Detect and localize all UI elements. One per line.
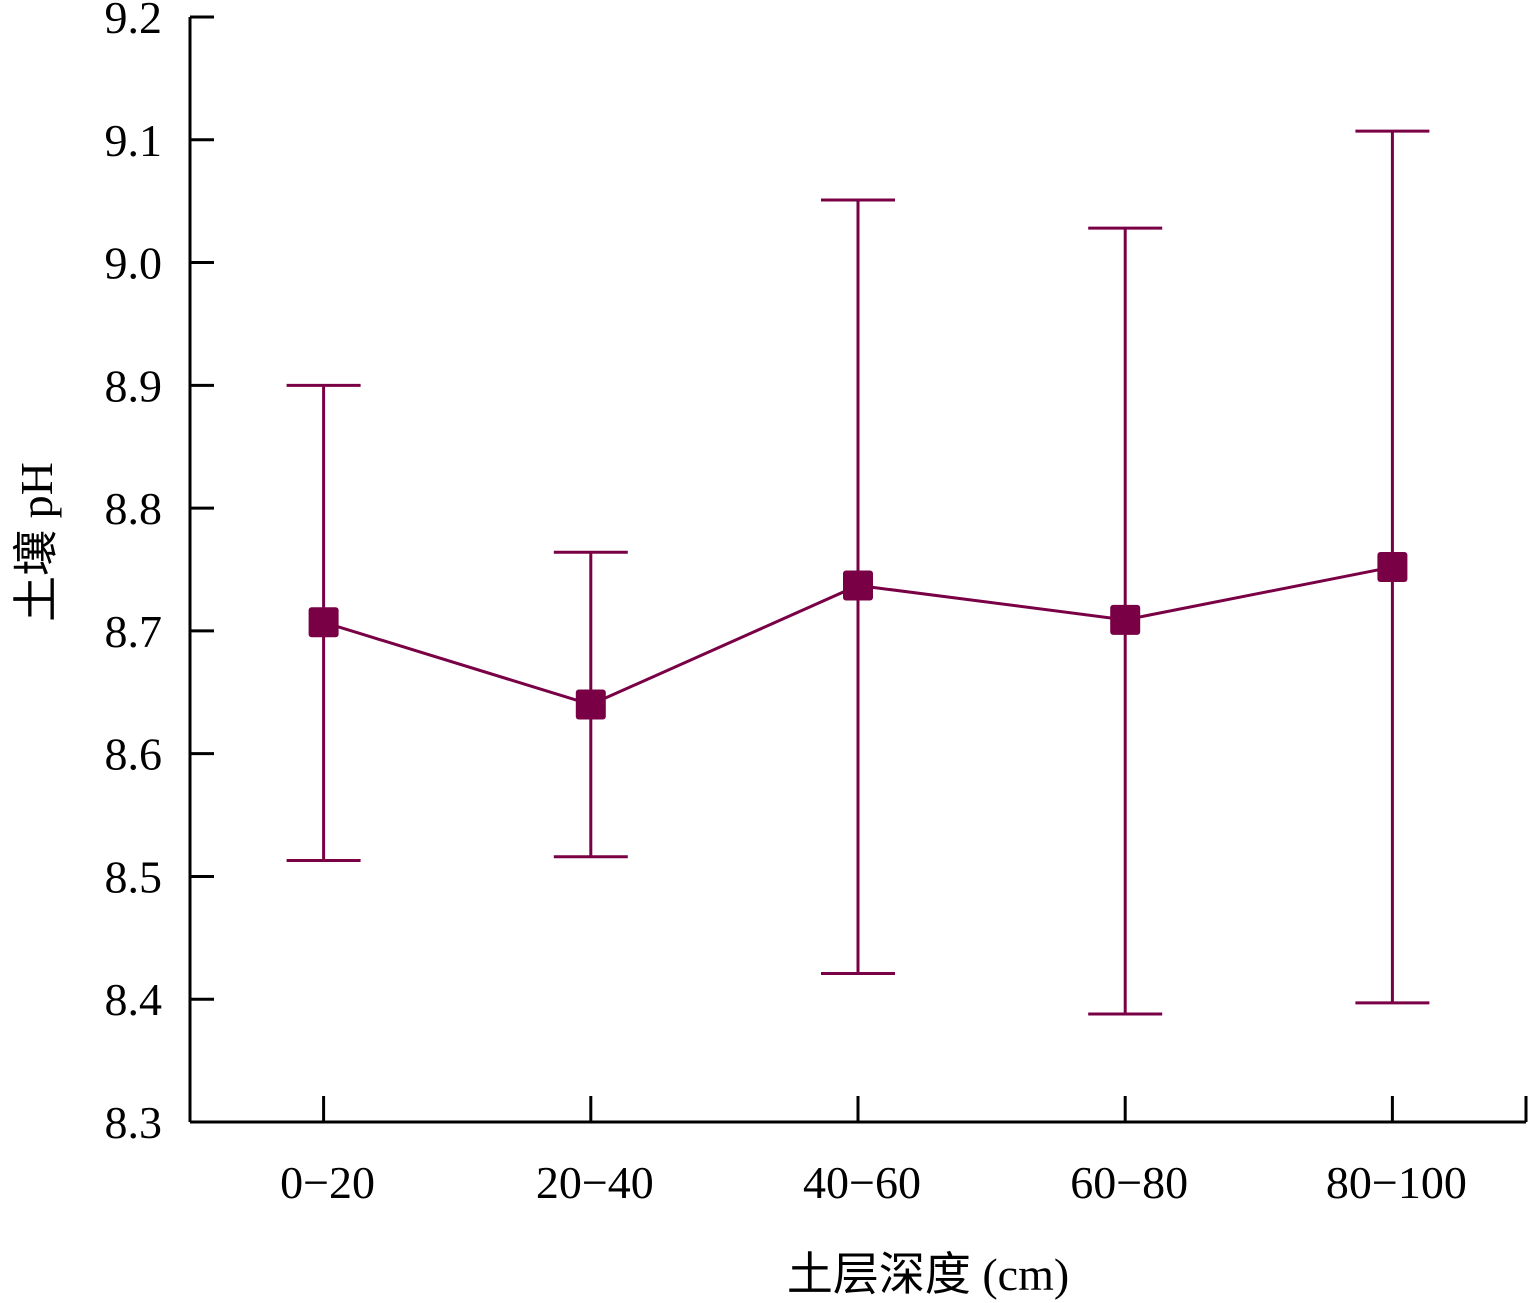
x-tick-label: 60−80 — [1070, 1157, 1188, 1208]
y-tick-label: 9.1 — [105, 115, 163, 166]
y-tick-label: 8.6 — [105, 729, 163, 780]
y-tick-label: 8.7 — [105, 606, 163, 657]
data-point — [1110, 604, 1141, 635]
y-tick-label: 9.2 — [105, 0, 163, 43]
data-point — [1377, 552, 1408, 583]
y-tick-label: 8.5 — [105, 851, 163, 902]
x-tick-label: 80−100 — [1326, 1157, 1467, 1208]
y-tick-label: 8.9 — [105, 360, 163, 411]
data-point — [843, 570, 873, 601]
axes — [188, 15, 1528, 1124]
data-point — [575, 689, 606, 720]
series-line — [308, 552, 1408, 720]
x-tick-label: 40−60 — [803, 1157, 921, 1208]
y-tick-label: 9.0 — [105, 238, 163, 289]
x-tick-label: 20−40 — [536, 1157, 654, 1208]
y-axis-title: 土壤 pH — [11, 462, 62, 622]
x-tick-label: 0−20 — [280, 1157, 375, 1208]
tick-labels: 8.3 8.4 8.5 8.6 8.7 8.8 8.9 9.0 9.1 9.2 0−20 20−40 4… — [105, 0, 1467, 1208]
y-tick-label: 8.3 — [105, 1097, 163, 1148]
x-axis-title: 土层深度 (cm) — [787, 1249, 1069, 1300]
y-tick-label: 8.8 — [105, 483, 163, 534]
data-point — [308, 607, 339, 638]
y-tick-label: 8.4 — [105, 974, 163, 1025]
